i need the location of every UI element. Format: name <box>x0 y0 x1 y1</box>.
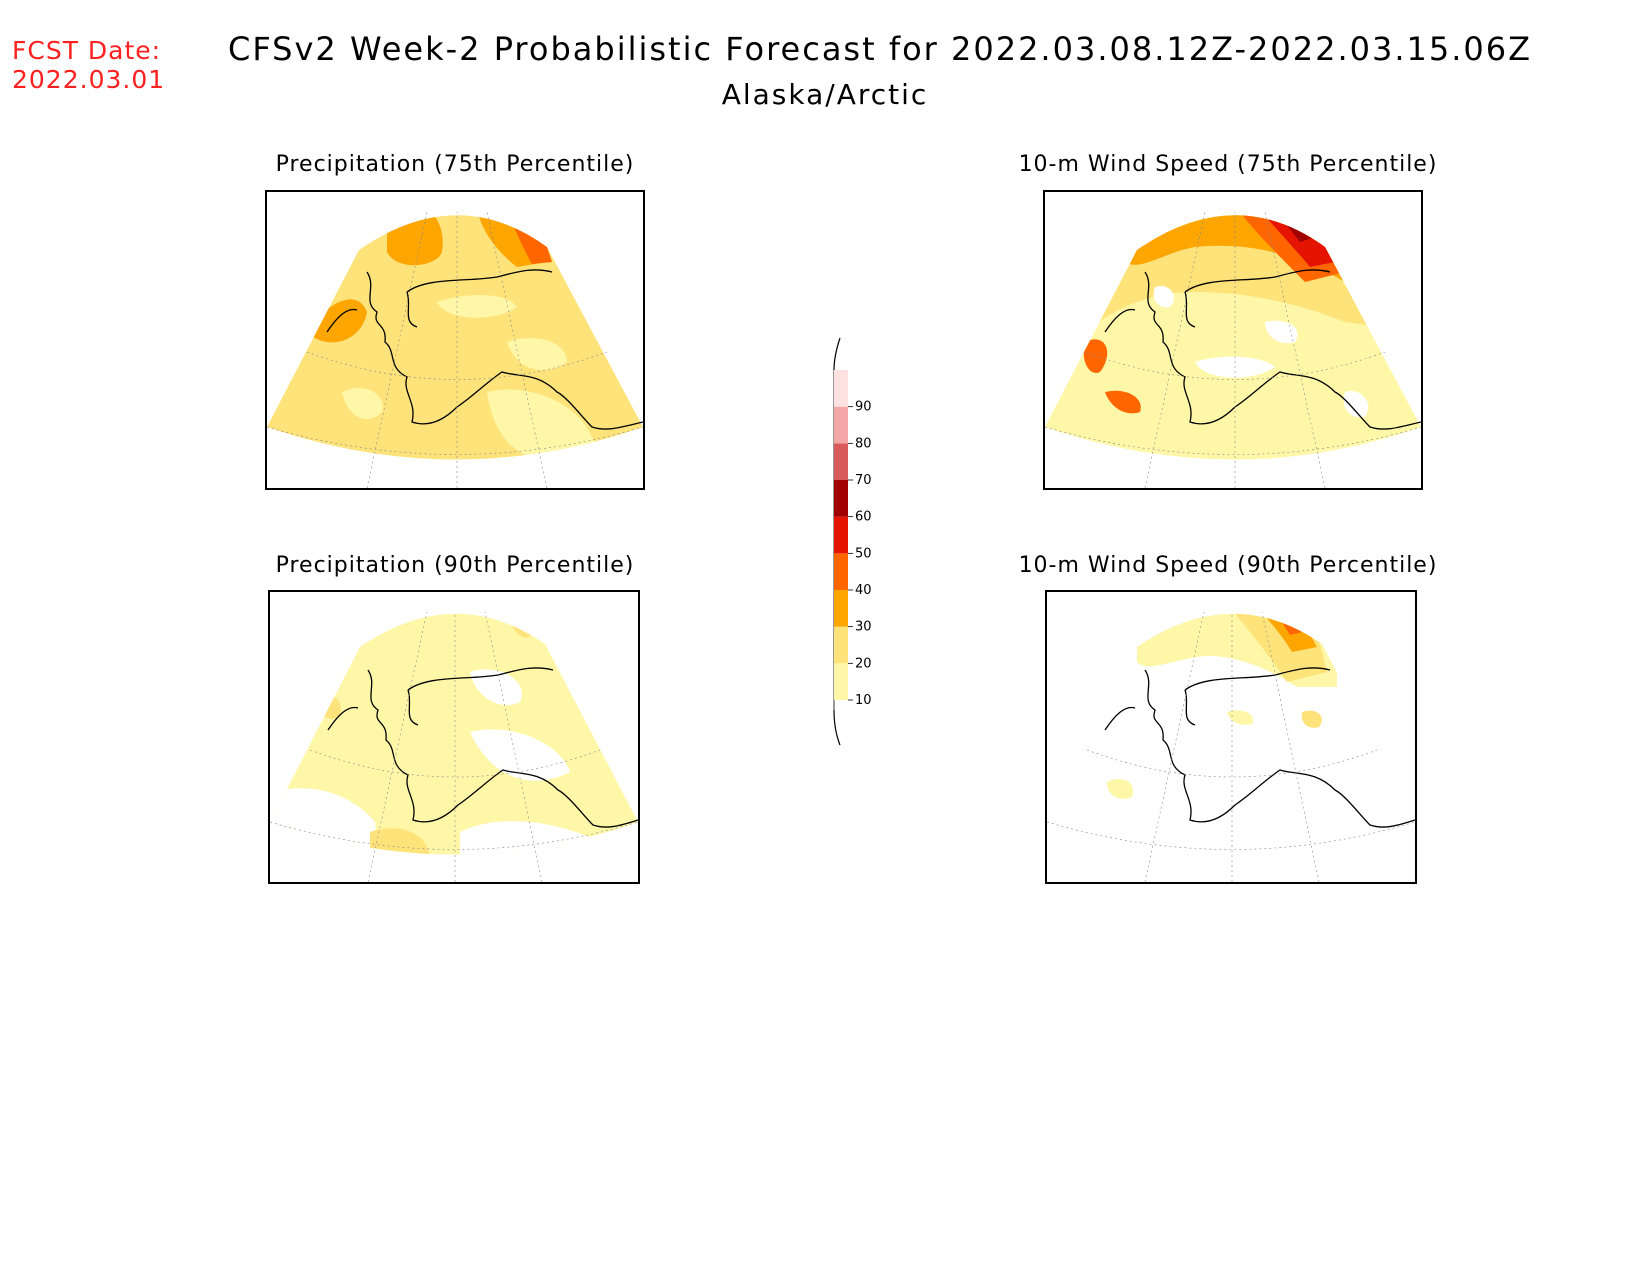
color-legend: 10 20 30 40 50 60 70 80 90 <box>833 337 872 746</box>
legend-bin-2 <box>834 626 848 664</box>
legend-label: 90 <box>855 400 872 415</box>
legend-label: 60 <box>855 510 872 525</box>
legend-label: 50 <box>855 546 872 561</box>
legend-bin-5 <box>834 516 848 554</box>
legend-bin-3 <box>834 590 848 627</box>
legend-label: 30 <box>855 620 872 635</box>
legend-bin-4 <box>834 553 848 590</box>
forecast-date-block: FCST Date: 2022.03.01 <box>12 36 165 94</box>
legend-bin-9 <box>834 370 848 407</box>
legend-bin-1 <box>834 663 848 700</box>
legend-bin-7 <box>834 443 848 480</box>
legend-label: 40 <box>855 583 872 598</box>
map-precip-90 <box>268 590 640 884</box>
panel-title-precip-90: Precipitation (90th Percentile) <box>275 553 635 578</box>
page-title: CFSv2 Week-2 Probabilistic Forecast for … <box>227 30 1533 68</box>
panel-title-precip-75: Precipitation (75th Percentile) <box>275 152 635 177</box>
panel-title-wind-90: 10-m Wind Speed (90th Percentile) <box>1018 553 1438 578</box>
legend-label: 20 <box>855 656 872 671</box>
legend-label: 70 <box>855 473 872 488</box>
legend-label: 80 <box>855 436 872 451</box>
region-subtitle: Alaska/Arctic <box>721 78 929 111</box>
legend-bin-8 <box>834 406 848 444</box>
map-wind-75 <box>1043 190 1423 490</box>
forecast-date-label: FCST Date: <box>12 36 162 65</box>
panel-title-wind-75: 10-m Wind Speed (75th Percentile) <box>1018 152 1438 177</box>
map-precip-75 <box>265 190 645 490</box>
forecast-date-value: 2022.03.01 <box>12 65 166 94</box>
legend-label: 10 <box>855 693 872 708</box>
map-wind-90 <box>1045 590 1417 884</box>
legend-bin-6 <box>834 480 848 517</box>
